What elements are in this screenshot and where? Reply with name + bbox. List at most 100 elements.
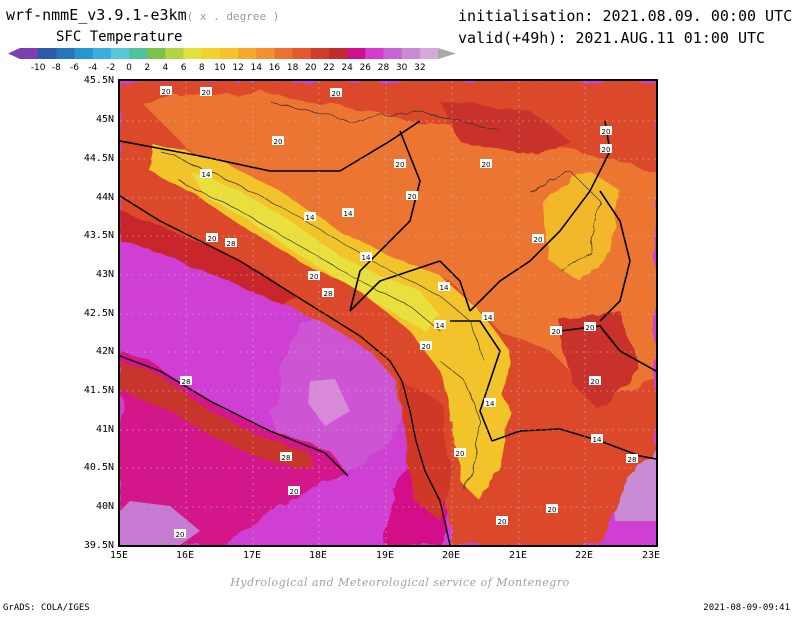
lat-label-43-5: 43.5N — [83, 230, 114, 241]
contour-label-box — [600, 126, 612, 135]
lon-label-17: 17E — [243, 550, 262, 561]
contour-label-box — [484, 398, 496, 407]
contour-label-box — [206, 233, 218, 242]
contour-label-box — [532, 234, 544, 243]
colorbar-swatch — [219, 48, 239, 59]
contour-label-box — [308, 271, 320, 280]
contour-label: 14 — [486, 400, 495, 408]
contour-label-box — [200, 87, 212, 96]
lon-label-16: 16E — [176, 550, 195, 561]
contour-label: 20 — [482, 161, 491, 169]
model-title: wrf-nmmE_v3.9.1-e3km( x . degree ) — [6, 6, 279, 24]
contour-label-box — [600, 144, 612, 153]
contour-label-box — [591, 434, 603, 443]
contour-label-box — [225, 238, 237, 247]
colorbar-tick-label: 10 — [214, 63, 226, 73]
mountain-cool — [190, 171, 440, 331]
contour-labels: 20 20 20 20 20 20 14 14 14 14 28 20 14 14 14 20 20 20 20 14… — [160, 86, 638, 539]
colorbar-swatch — [38, 48, 57, 59]
lon-label-15: 15E — [110, 550, 129, 561]
contour-label: 20 — [310, 273, 319, 281]
contour-label: 28 — [282, 454, 291, 462]
map-field: 20 20 20 20 20 20 14 14 14 14 28 20 14 14 14 20 20 20 20 14… — [120, 81, 656, 545]
contour-label-box — [174, 529, 186, 538]
render-timestamp: 2021-08-09-09:41 — [703, 603, 790, 613]
contour-label-box — [360, 252, 372, 261]
contour-label-box — [480, 159, 492, 168]
colorbar-tick-label: 30 — [396, 63, 408, 73]
contour-label-box — [546, 504, 558, 513]
contour-label: 20 — [586, 324, 595, 332]
colorbar-swatch — [147, 48, 166, 59]
lat-label-44: 44N — [95, 192, 114, 203]
lat-label-42-5: 42.5N — [83, 308, 114, 319]
east-hot-patch — [560, 311, 640, 411]
contour-label-box — [482, 312, 494, 321]
colorbar-tick-label: -10 — [31, 63, 46, 73]
colorbar-swatch — [74, 48, 94, 59]
temperature-map: 20 20 20 20 20 20 14 14 14 14 28 20 14 14 14 20 20 20 20 14… — [118, 79, 658, 547]
lat-label-43: 43N — [95, 269, 114, 280]
colorbar-swatch — [92, 48, 112, 59]
lat-label-45: 45N — [95, 114, 114, 125]
contour-label-box — [288, 486, 300, 495]
contour-label-box — [589, 376, 601, 385]
contour-label: 20 — [498, 518, 507, 526]
contour-label: 20 — [202, 89, 211, 97]
contour-label: 14 — [202, 171, 211, 179]
colorbar-swatch — [201, 48, 221, 59]
colorbar-swatch — [328, 48, 348, 59]
colorbar-swatch — [274, 48, 294, 59]
initialisation-time: initialisation: 2021.08.09. 00:00 UTC — [458, 7, 793, 25]
colorbar-tick-label: 2 — [144, 63, 150, 73]
contour-label: 14 — [344, 210, 353, 218]
contour-label: 28 — [324, 290, 333, 298]
colorbar-swatch — [347, 48, 366, 59]
contour-label-box — [434, 320, 446, 329]
colorbar-swatch — [20, 48, 39, 59]
contour-label: 14 — [484, 314, 493, 322]
colorbar-tick-label: 26 — [360, 63, 372, 73]
contour-label-box — [406, 191, 418, 200]
coast-hot-strip — [120, 211, 295, 306]
north-hot-patch — [440, 101, 570, 156]
colorbar-swatch — [165, 48, 185, 59]
contour-label: 20 — [274, 138, 283, 146]
colorbar-tick-label: 12 — [232, 63, 243, 73]
contour-label: 14 — [306, 214, 315, 222]
colorbar-swatch — [292, 48, 312, 59]
contour-label: 20 — [422, 343, 431, 351]
contour-label-box — [304, 212, 316, 221]
colorbar-swatch — [401, 48, 421, 59]
contour-label: 28 — [628, 456, 637, 464]
contour-label-box — [180, 376, 192, 385]
lon-label-19: 19E — [376, 550, 395, 561]
albania-lowland — [400, 381, 450, 521]
east-mountain — [540, 171, 620, 281]
colorbar-swatch — [238, 48, 257, 59]
contour-label: 20 — [591, 378, 600, 386]
lat-label-41-5: 41.5N — [83, 385, 114, 396]
colorbar-tick-label: -6 — [70, 63, 79, 73]
lon-label-23: 23E — [642, 550, 661, 561]
lat-label-42: 42N — [95, 346, 114, 357]
contour-label-box — [496, 516, 508, 525]
contour-label: 28 — [182, 378, 191, 386]
contour-label: 20 — [602, 146, 611, 154]
lat-label-44-5: 44.5N — [83, 153, 114, 164]
colorbar-tick-label: 24 — [341, 63, 353, 73]
contour-label-box — [272, 136, 284, 145]
contour-label: 20 — [548, 506, 557, 514]
colorbar-swatch — [256, 48, 275, 59]
contour-label-box — [330, 88, 342, 97]
colorbar-swatch — [110, 48, 130, 59]
contour-label-box — [160, 86, 172, 95]
contour-label: 20 — [456, 450, 465, 458]
contour-label: 20 — [162, 88, 171, 96]
colorbar-swatch — [56, 48, 76, 59]
lon-label-22: 22E — [575, 550, 594, 561]
lon-label-21: 21E — [509, 550, 528, 561]
grads-credit: GrADS: COLA/IGES — [3, 603, 90, 613]
contour-label-box — [584, 322, 596, 331]
lon-label-20: 20E — [442, 550, 461, 561]
